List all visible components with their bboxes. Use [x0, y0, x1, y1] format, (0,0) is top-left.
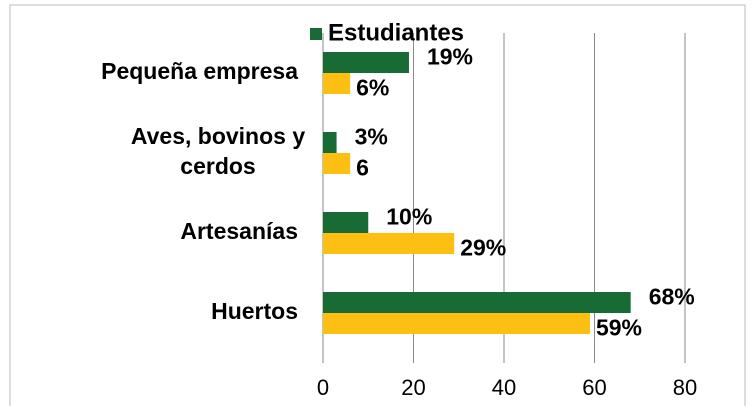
- data-label: 6: [356, 155, 369, 181]
- chart-frame: [9, 4, 746, 406]
- bar: [323, 313, 590, 334]
- y-tick-label: Huertos: [211, 298, 298, 324]
- bar: [323, 153, 351, 174]
- x-tick-label: 0: [317, 375, 329, 400]
- x-tick-label: 40: [492, 375, 516, 400]
- bar: [323, 212, 369, 233]
- x-tick-label: 20: [401, 375, 425, 400]
- data-label: 19%: [427, 44, 473, 70]
- data-label: 68%: [649, 284, 695, 310]
- bar: [323, 233, 455, 254]
- bar: [323, 292, 631, 313]
- bar: [323, 52, 409, 73]
- data-label: 6%: [356, 75, 389, 101]
- y-tick-label: Pequeña empresa: [101, 58, 298, 84]
- bar: [323, 73, 351, 94]
- legend-swatch: [310, 28, 322, 40]
- data-label: 10%: [386, 204, 432, 230]
- y-tick-label: Aves, bovinos y cerdos: [131, 123, 305, 179]
- bar: [323, 132, 337, 153]
- data-label: 59%: [596, 315, 642, 341]
- x-tick-label: 80: [673, 375, 697, 400]
- x-tick-label: 60: [582, 375, 606, 400]
- legend-label: Estudiantes: [328, 19, 464, 46]
- y-tick-label: Artesanías: [180, 218, 298, 244]
- data-label: 29%: [460, 235, 506, 261]
- data-label: 3%: [355, 124, 388, 150]
